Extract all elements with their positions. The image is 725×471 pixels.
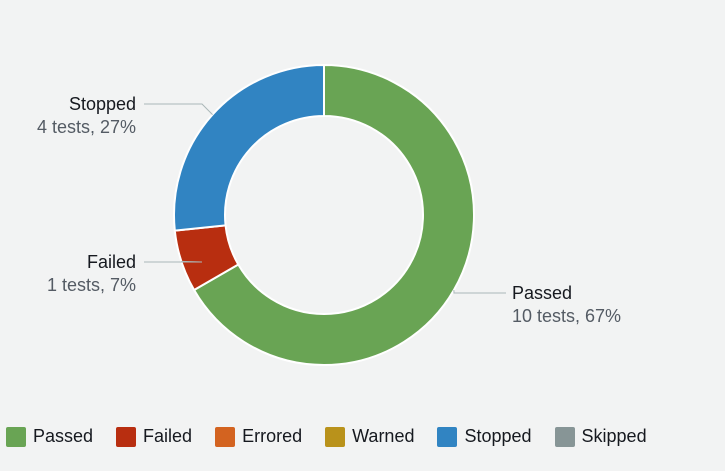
callout-stopped: Stopped 4 tests, 27% (16, 93, 136, 138)
legend-label-skipped: Skipped (581, 426, 647, 446)
callout-passed: Passed 10 tests, 67% (512, 282, 692, 327)
donut-chart (144, 63, 506, 366)
legend-item-stopped[interactable]: Stopped (437, 426, 532, 447)
legend-swatch-skipped (554, 426, 575, 447)
callout-failed-label: Failed (86, 252, 136, 272)
legend-item-passed[interactable]: Passed (6, 426, 93, 447)
legend-label-warned: Warned (352, 426, 415, 446)
callout-stopped-label: Stopped (68, 94, 136, 114)
legend-label-failed: Failed (143, 426, 193, 446)
callout-failed-detail: 1 tests, 7% (46, 274, 136, 295)
legend-item-failed[interactable]: Failed (116, 426, 192, 447)
slice-passed[interactable] (192, 63, 475, 366)
callout-passed-label: Passed (512, 283, 573, 303)
callout-passed-detail: 10 tests, 67% (512, 305, 622, 326)
legend-label-stopped: Stopped (464, 426, 532, 446)
slice-stopped[interactable] (173, 63, 325, 232)
legend-swatch-passed (6, 426, 26, 447)
legend-item-skipped[interactable]: Skipped (554, 426, 647, 447)
legend-swatch-stopped (437, 426, 458, 447)
legend-swatch-failed (116, 426, 137, 447)
legend-label-errored: Errored (242, 426, 303, 446)
legend-swatch-warned (325, 426, 346, 447)
chart-legend: Passed Failed Errored Warned Stopped Ski… (6, 426, 670, 447)
callout-failed: Failed 1 tests, 7% (16, 251, 136, 296)
legend-label-passed: Passed (33, 426, 94, 446)
callout-stopped-detail: 4 tests, 27% (36, 116, 136, 137)
legend-item-warned[interactable]: Warned (325, 426, 414, 447)
leader-line-stopped (144, 103, 213, 115)
legend-item-errored[interactable]: Errored (215, 426, 302, 447)
leader-line-failed (144, 260, 203, 263)
leader-line-passed (453, 289, 506, 294)
legend-swatch-errored (215, 426, 236, 447)
